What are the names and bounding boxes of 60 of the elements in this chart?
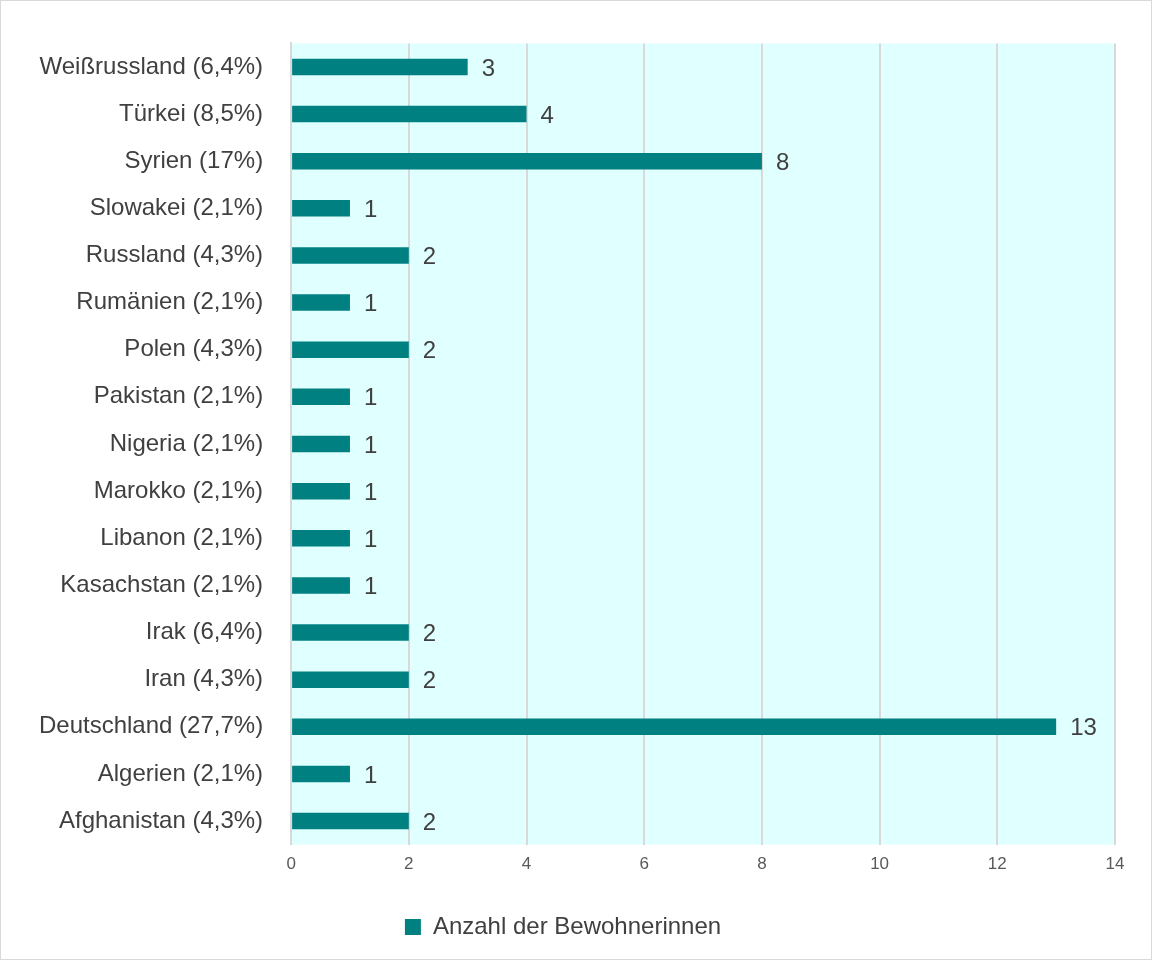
y-tick-label: Türkei (8,5%): [119, 98, 264, 126]
data-label: 1: [363, 194, 378, 222]
data-label: 4: [540, 100, 554, 128]
data-label: 13: [1070, 713, 1097, 741]
data-label: 2: [422, 242, 437, 270]
x-tick-label: 8: [757, 854, 767, 874]
bar: [292, 718, 1057, 736]
bar: [292, 530, 350, 547]
bar: [292, 58, 468, 76]
bar: [292, 294, 350, 311]
bar: [292, 105, 527, 123]
bar: [292, 577, 350, 594]
y-tick-label: Pakistan (2,1%): [93, 381, 264, 409]
data-label: 2: [422, 619, 437, 647]
bar: [292, 482, 350, 500]
legend-label: Anzahl der Bewohnerinnen: [432, 911, 722, 939]
y-tick-label: Slowakei (2,1%): [89, 192, 264, 220]
bar: [292, 247, 409, 264]
data-label: 1: [363, 477, 378, 505]
x-tick-label: 0: [286, 854, 296, 874]
y-tick-label: Deutschland (27,7%): [39, 711, 264, 739]
y-tick-label: Marokko (2,1%): [93, 475, 264, 503]
y-tick-label: Irak (6,4%): [145, 617, 264, 645]
y-tick-label: Weißrussland (6,4%): [39, 51, 264, 79]
y-tick-label: Polen (4,3%): [124, 334, 264, 362]
x-tick-label: 14: [1105, 854, 1125, 874]
data-label: 1: [363, 430, 378, 458]
x-tick-label: 4: [521, 854, 532, 874]
bar: [292, 624, 409, 641]
bar: [292, 388, 350, 406]
data-label: 1: [363, 524, 378, 552]
bar: [292, 200, 350, 217]
data-label: 2: [422, 336, 437, 364]
data-label: 1: [363, 760, 378, 788]
bar: [292, 812, 409, 830]
y-tick-label: Nigeria (2,1%): [109, 428, 264, 456]
y-tick-label: Iran (4,3%): [144, 664, 264, 692]
data-label: 1: [363, 289, 378, 317]
x-tick-label: 10: [870, 854, 890, 874]
y-tick-label: Rumänien (2,1%): [76, 287, 264, 315]
x-tick-label: 2: [404, 854, 414, 874]
data-label: 1: [363, 572, 378, 600]
bar: [292, 152, 762, 170]
data-label: 2: [422, 666, 437, 694]
y-tick-label: Kasachstan (2,1%): [60, 570, 264, 598]
data-label: 8: [775, 147, 790, 175]
y-tick-label: Syrien (17%): [124, 145, 264, 173]
y-tick-label: Russland (4,3%): [85, 240, 264, 268]
data-label: 2: [422, 807, 437, 835]
x-tick-label: 12: [987, 854, 1007, 874]
data-label: 1: [363, 383, 378, 411]
y-tick-label: Afghanistan (4,3%): [59, 805, 264, 833]
bar: [292, 435, 350, 453]
y-tick-label: Algerien (2,1%): [97, 758, 264, 786]
x-tick-label: 6: [639, 854, 649, 874]
bar: [292, 671, 409, 688]
bar: [292, 341, 409, 358]
y-tick-label: Libanon (2,1%): [100, 522, 264, 550]
data-label: 3: [481, 53, 496, 81]
bar: [292, 765, 350, 783]
